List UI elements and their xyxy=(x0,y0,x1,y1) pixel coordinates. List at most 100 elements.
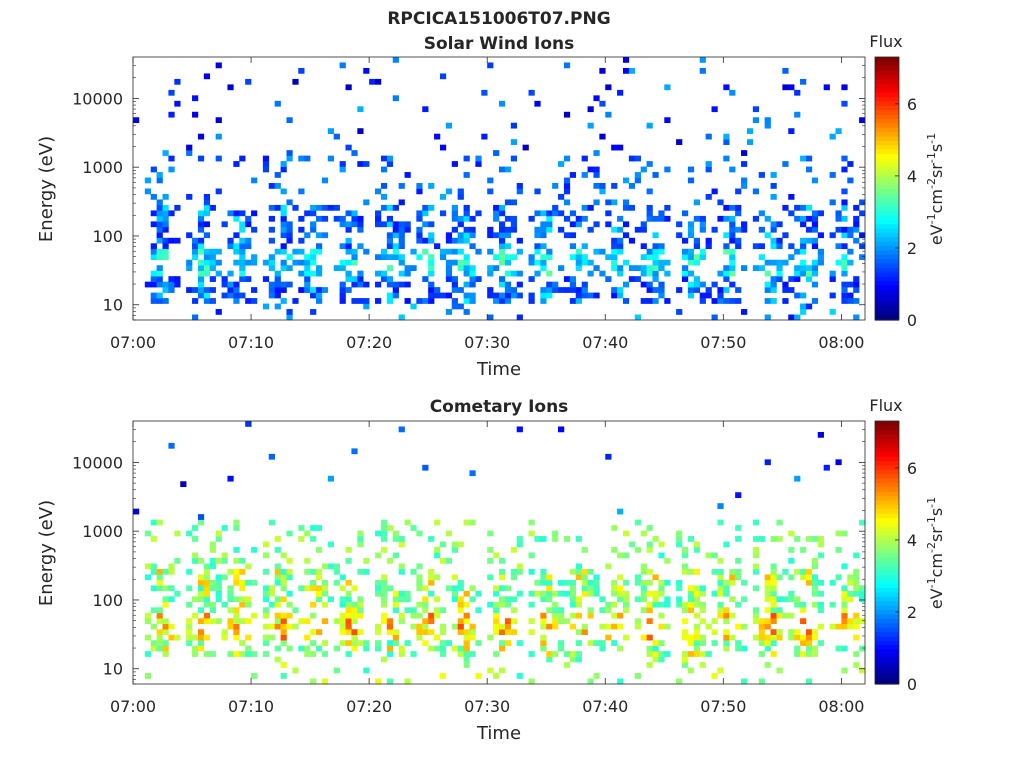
heatmap-cell xyxy=(463,634,470,641)
heatmap-cell xyxy=(776,596,783,603)
heatmap-cell xyxy=(575,601,582,608)
heatmap-cell xyxy=(658,259,665,266)
heatmap-cell xyxy=(835,574,842,581)
heatmap-cell xyxy=(634,177,641,184)
heatmap-cell xyxy=(209,651,216,657)
heatmap-cell xyxy=(699,226,706,233)
heatmap-cell xyxy=(292,667,299,674)
heatmap-cell xyxy=(622,281,630,288)
heatmap-cell xyxy=(741,309,748,315)
heatmap-cell xyxy=(233,574,240,581)
heatmap-cell xyxy=(469,281,476,288)
heatmap-cell xyxy=(162,221,169,228)
heatmap-cell xyxy=(274,536,281,542)
heatmap-cell xyxy=(215,557,222,564)
heatmap-cell xyxy=(144,634,152,641)
heatmap-cell xyxy=(398,426,405,433)
heatmap-cell xyxy=(162,248,169,255)
heatmap-cell xyxy=(404,590,411,597)
heatmap-cell xyxy=(310,601,317,608)
heatmap-cell xyxy=(758,243,765,250)
colorbar-segment xyxy=(875,644,899,650)
heatmap-cell xyxy=(581,292,588,299)
heatmap-cell xyxy=(469,470,476,477)
y-tick-label: 10000 xyxy=(72,453,123,472)
heatmap-cell xyxy=(546,292,553,299)
heatmap-cell xyxy=(262,585,270,592)
heatmap-cell xyxy=(392,221,399,228)
heatmap-cell xyxy=(186,629,193,635)
heatmap-cell xyxy=(817,623,824,630)
heatmap-cell xyxy=(239,259,246,266)
heatmap-cell xyxy=(150,166,157,173)
heatmap-cell xyxy=(770,193,777,200)
heatmap-cell xyxy=(552,612,559,619)
heatmap-cell xyxy=(587,106,594,113)
heatmap-cell xyxy=(687,667,695,674)
heatmap-cell xyxy=(652,590,659,597)
heatmap-cell xyxy=(540,590,547,597)
heatmap-cell xyxy=(392,204,399,211)
heatmap-cell xyxy=(693,215,701,222)
heatmap-cell xyxy=(634,226,641,233)
heatmap-cell xyxy=(841,243,848,250)
heatmap-cell xyxy=(380,547,388,553)
heatmap-cell xyxy=(327,563,335,570)
heatmap-cell xyxy=(357,215,364,222)
heatmap-cell xyxy=(363,199,370,206)
heatmap-cell xyxy=(174,634,181,641)
heatmap-cell xyxy=(392,292,399,299)
heatmap-cells xyxy=(133,57,866,321)
heatmap-cell xyxy=(746,128,754,135)
heatmap-cell xyxy=(286,199,293,206)
heatmap-cell xyxy=(428,265,435,271)
heatmap-cell xyxy=(711,618,718,625)
heatmap-cell xyxy=(516,281,523,288)
heatmap-cell xyxy=(150,276,157,282)
heatmap-cell xyxy=(617,89,624,96)
heatmap-cell xyxy=(800,248,807,255)
heatmap-cell xyxy=(847,590,854,597)
heatmap-cell xyxy=(197,237,205,244)
heatmap-cell xyxy=(664,215,671,222)
heatmap-cell xyxy=(664,579,671,586)
heatmap-cell xyxy=(245,237,252,244)
heatmap-cell xyxy=(416,585,423,592)
heatmap-cell xyxy=(558,579,565,586)
colorbar-segment xyxy=(875,57,899,62)
heatmap-cell xyxy=(510,618,518,625)
heatmap-cell xyxy=(835,623,842,630)
heatmap-cell xyxy=(699,298,706,304)
heatmap-cell xyxy=(345,276,352,282)
heatmap-cell xyxy=(504,243,512,250)
heatmap-cell xyxy=(546,579,553,586)
heatmap-cell xyxy=(215,117,222,124)
heatmap-cell xyxy=(587,579,594,586)
heatmap-cell xyxy=(286,226,293,233)
heatmap-cell xyxy=(622,259,630,266)
heatmap-cell xyxy=(717,292,724,299)
heatmap-cell xyxy=(351,215,358,222)
heatmap-cell xyxy=(499,232,506,239)
heatmap-cell xyxy=(268,281,275,288)
heatmap-cell xyxy=(687,585,695,592)
heatmap-cell xyxy=(487,232,494,239)
heatmap-cell xyxy=(375,530,382,537)
heatmap-cell xyxy=(693,547,701,553)
heatmap-cell xyxy=(203,574,211,581)
heatmap-cell xyxy=(439,623,447,630)
heatmap-cell xyxy=(546,281,553,288)
heatmap-cell xyxy=(776,634,783,641)
heatmap-cell xyxy=(658,265,665,271)
heatmap-cell xyxy=(439,193,447,200)
heatmap-cell xyxy=(853,298,860,304)
heatmap-cell xyxy=(587,612,594,619)
heatmap-cell xyxy=(286,612,293,619)
heatmap-cell xyxy=(451,281,458,288)
heatmap-cell xyxy=(575,221,582,228)
heatmap-cell xyxy=(339,221,346,228)
heatmap-cell xyxy=(752,612,760,619)
heatmap-cell xyxy=(717,607,724,614)
heatmap-cell xyxy=(617,144,624,151)
heatmap-cell xyxy=(351,276,358,282)
